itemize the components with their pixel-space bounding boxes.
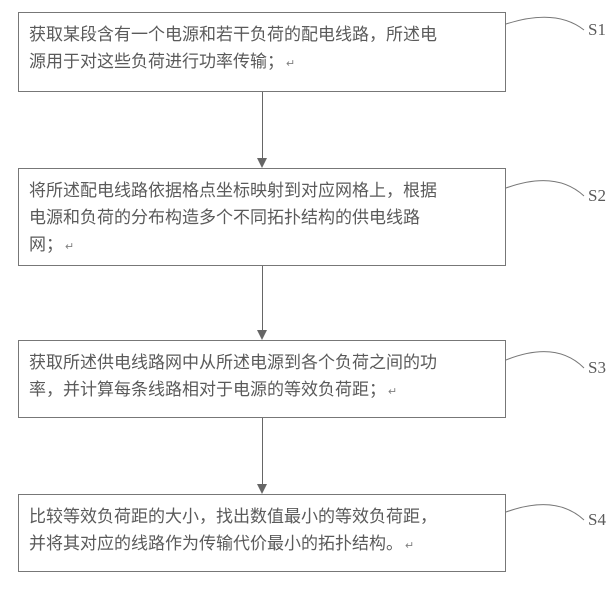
step1-line2: 源用于对这些负荷进行功率传输；: [29, 52, 284, 71]
leader-4: [504, 492, 586, 522]
step2-line2: 电源和负荷的分布构造多个不同拓扑结构的供电线路: [29, 208, 420, 227]
return-glyph: ↵: [65, 239, 74, 257]
return-glyph: ↵: [405, 538, 414, 556]
step-label-2: S2: [588, 186, 606, 206]
flow-step-1: 获取某段含有一个电源和若干负荷的配电线路，所述电 源用于对这些负荷进行功率传输；…: [18, 12, 506, 92]
flow-step-3: 获取所述供电线路网中从所述电源到各个负荷之间的功 率，并计算每条线路相对于电源的…: [18, 340, 506, 418]
step2-line1: 将所述配电线路依据格点坐标映射到对应网格上，根据: [29, 181, 437, 200]
flow-step-2: 将所述配电线路依据格点坐标映射到对应网格上，根据 电源和负荷的分布构造多个不同拓…: [18, 168, 506, 266]
leader-3: [504, 338, 586, 370]
step-label-3: S3: [588, 358, 606, 378]
flow-step-4: 比较等效负荷距的大小，找出数值最小的等效负荷距， 并将其对应的线路作为传输代价最…: [18, 494, 506, 572]
step4-line2: 并将其对应的线路作为传输代价最小的拓扑结构。: [29, 534, 403, 553]
leader-2: [504, 168, 586, 198]
step3-line1: 获取所述供电线路网中从所述电源到各个负荷之间的功: [29, 353, 437, 372]
flow-arrow-head: [257, 484, 267, 494]
step4-line1: 比较等效负荷距的大小，找出数值最小的等效负荷距，: [29, 507, 437, 526]
flow-arrow: [262, 266, 263, 330]
flow-arrow: [262, 418, 263, 484]
return-glyph: ↵: [286, 56, 295, 74]
step-label-1: S1: [588, 20, 606, 40]
return-glyph: ↵: [388, 384, 397, 402]
flow-arrow-head: [257, 330, 267, 340]
flowchart-canvas: { "layout": { "canvas_w": 612, "canvas_h…: [0, 0, 612, 594]
step1-line1: 获取某段含有一个电源和若干负荷的配电线路，所述电: [29, 25, 437, 44]
flow-arrow-head: [257, 158, 267, 168]
step2-line3: 网；: [29, 235, 63, 254]
flow-arrow: [262, 92, 263, 158]
leader-1: [504, 6, 586, 32]
step-label-4: S4: [588, 510, 606, 530]
step3-line2: 率，并计算每条线路相对于电源的等效负荷距；: [29, 380, 386, 399]
